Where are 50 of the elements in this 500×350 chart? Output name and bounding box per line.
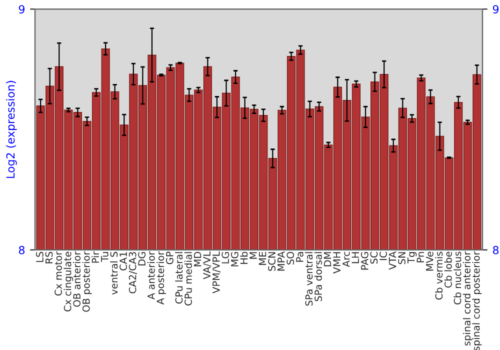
x-tick-label: VA/VL — [203, 251, 212, 280]
x-tick-label: Tg — [408, 252, 417, 264]
x-tick-label: A posterior — [156, 251, 166, 305]
x-tick-label: Cx motor — [54, 251, 62, 296]
y2-tick-label: 9 — [492, 5, 499, 14]
x-tick-label: LG — [222, 252, 230, 264]
x-tick-label: DM — [324, 252, 332, 266]
x-tick-label: RS — [45, 252, 53, 264]
x-tick-label: MPA — [278, 251, 285, 271]
x-tick-label: SPa dorsal — [314, 252, 322, 302]
y-axis-title: Log2 (expression) — [6, 80, 17, 178]
x-tick-label: Pa — [296, 252, 304, 262]
x-tick-label: SCN — [268, 252, 276, 271]
x-tick-label: SPa ventral — [305, 252, 313, 306]
x-tick-label: ME — [258, 252, 266, 265]
x-tick-label: OB posterior — [82, 251, 92, 312]
x-tick-label: CA2/CA3 — [128, 252, 137, 294]
x-tick-label: Pn — [416, 252, 424, 262]
x-tick-label: LS — [36, 252, 44, 262]
x-tick-label: Cb nucleus — [454, 252, 462, 304]
x-tick-label: CPu lateral — [175, 252, 183, 304]
x-tick-label: DG — [138, 252, 146, 266]
y2-tick-label: 8 — [492, 246, 499, 254]
x-tick-label: IC — [380, 252, 387, 260]
x-tick-label: OB anterior — [73, 251, 81, 307]
x-tick-label: A anterior — [147, 251, 155, 300]
x-tick-label: Cb vermis — [435, 252, 443, 300]
x-tick-label: MD — [194, 252, 202, 266]
x-tick-label: MG — [231, 252, 238, 266]
x-tick-label: M — [250, 252, 257, 259]
x-tick-label: MVe — [426, 252, 434, 271]
x-tick-label: VTA — [388, 251, 396, 270]
x-tick-label: Pir — [92, 251, 99, 263]
x-tick-label: GP — [166, 252, 174, 264]
x-tick-label: VPM/VPL — [212, 251, 221, 294]
x-tick-label: Tu — [101, 252, 108, 262]
x-tick-label: spinal cord anterior — [462, 251, 472, 346]
x-tick-label: ventral S — [110, 252, 118, 295]
x-tick-label: Hb — [240, 252, 248, 264]
x-tick-label: Cb lobe — [444, 252, 452, 288]
x-tick-label: Cx cingulate — [64, 252, 74, 312]
x-tick-label: LH — [352, 252, 359, 264]
x-tick-label: SN — [398, 252, 406, 264]
x-tick-label: PAG — [360, 252, 368, 270]
x-tick-label: SC — [370, 252, 378, 264]
x-tick-label: CPu medial — [184, 252, 192, 306]
x-tick-label: Arc — [342, 252, 350, 267]
x-tick-label: SO — [286, 252, 294, 264]
x-tick-label: VMH — [333, 252, 340, 274]
x-tick-label: CA1 — [120, 252, 127, 270]
